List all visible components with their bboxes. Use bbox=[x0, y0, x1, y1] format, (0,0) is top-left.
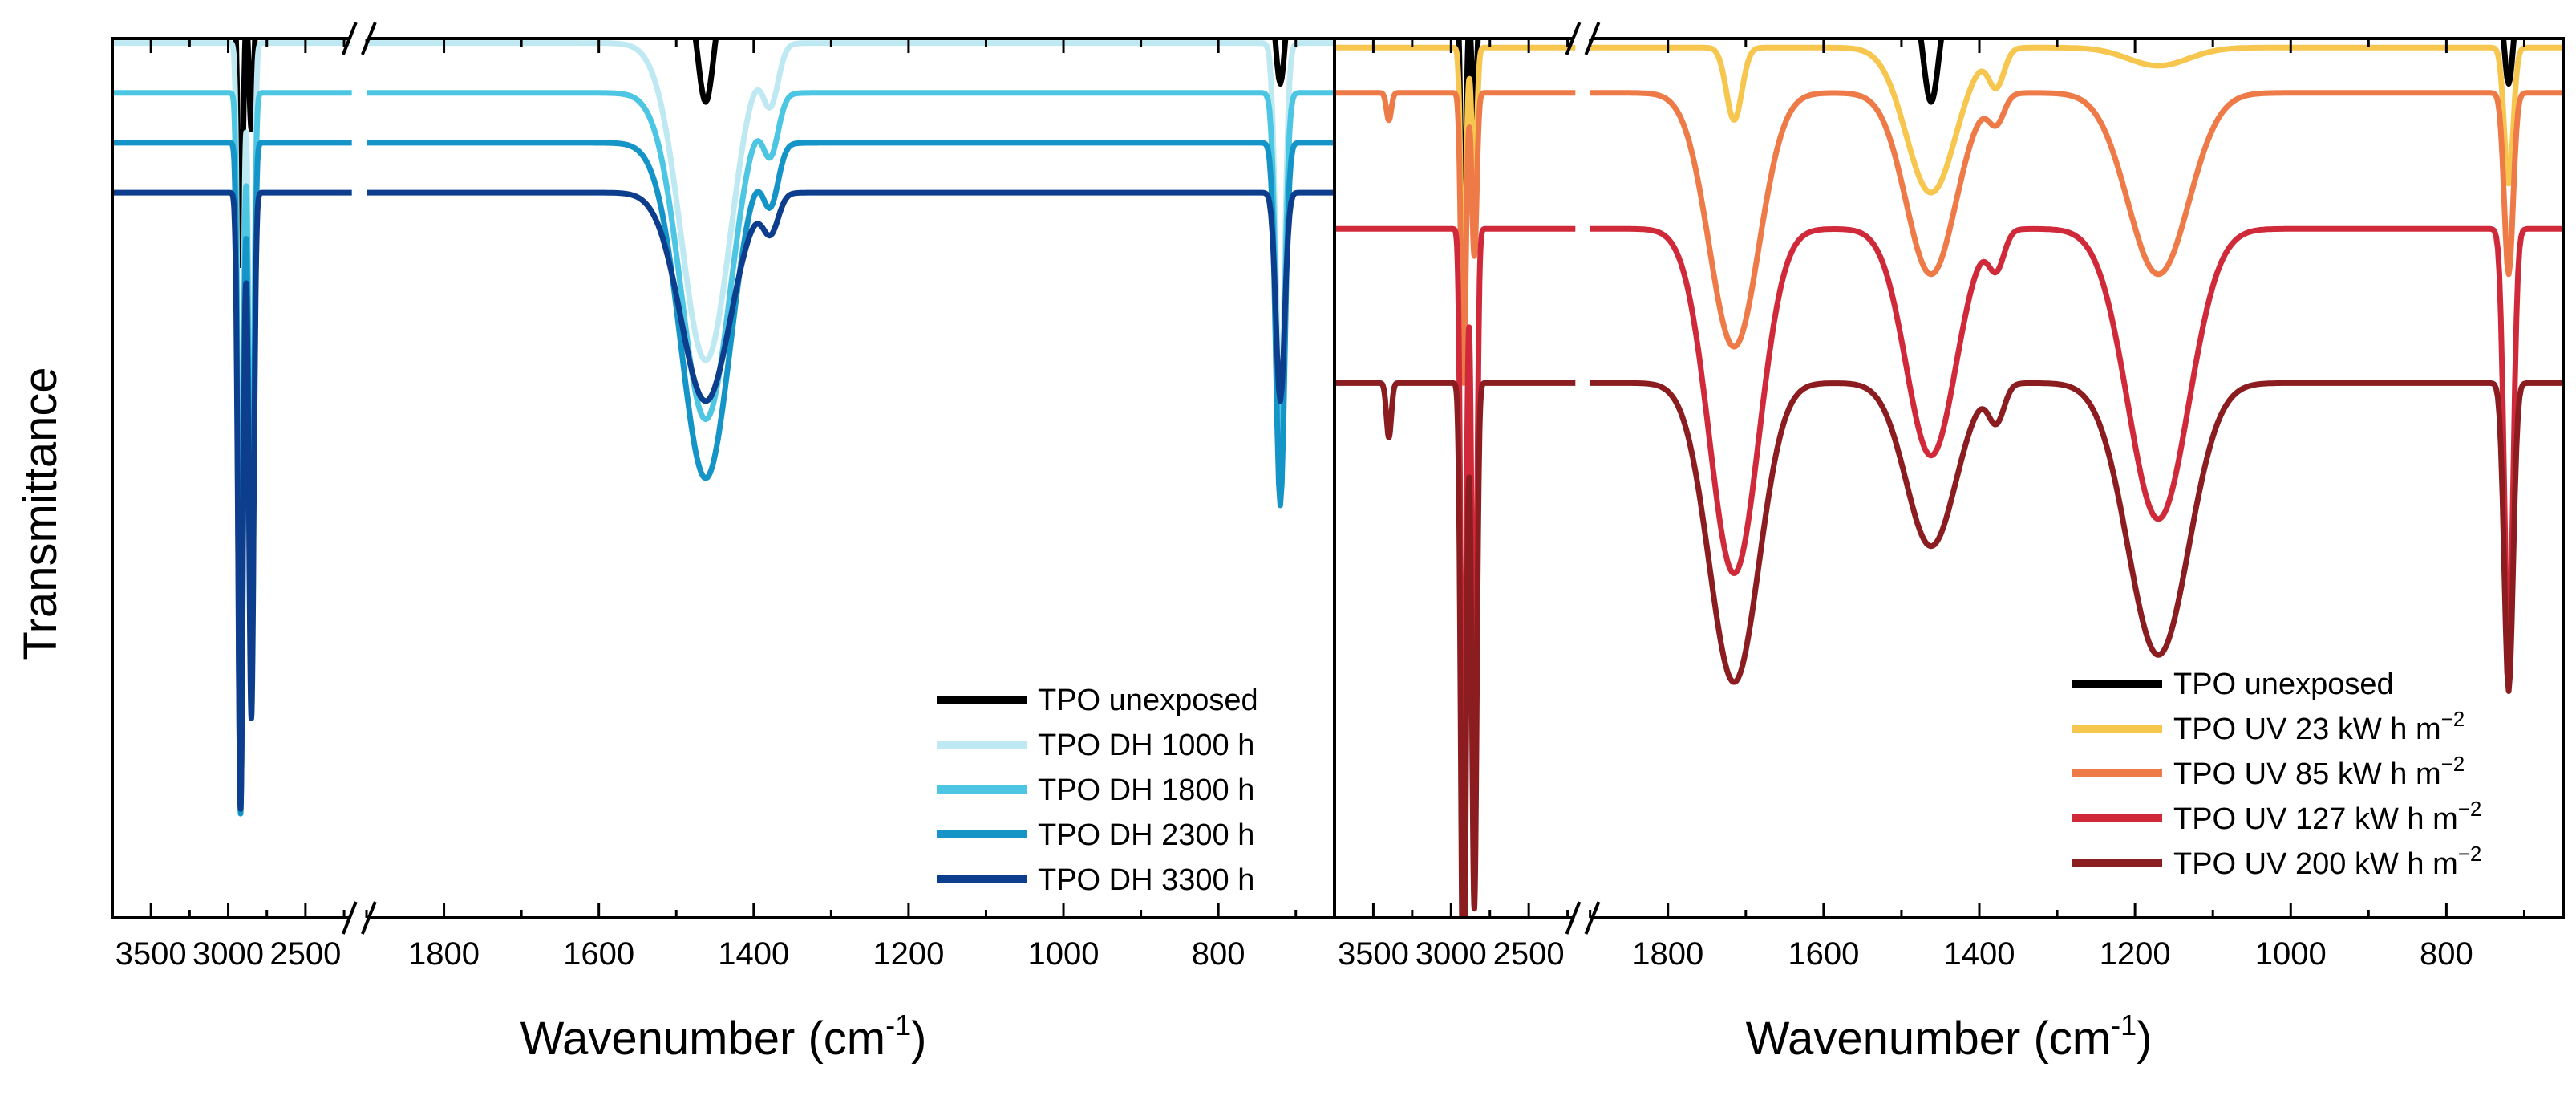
curves-left bbox=[112, 39, 1335, 817]
legend-entry: TPO UV 200 kW h m−2 bbox=[2173, 842, 2481, 881]
x-tick-label: 3500 bbox=[115, 936, 187, 972]
x-tick-label: 1800 bbox=[408, 936, 480, 972]
series-line-left-3-low bbox=[365, 140, 1335, 509]
x-tick-label: 1200 bbox=[2100, 936, 2171, 972]
axis-break-mark bbox=[341, 901, 358, 935]
x-tick-label: 1800 bbox=[1632, 936, 1703, 972]
series-line-left-3-high bbox=[112, 140, 354, 817]
series-line-left-2-high bbox=[112, 90, 354, 749]
panel-right: 3500 3000 2500 1800 1600 1400 1200 1000 800 Waven… bbox=[1333, 22, 2565, 1065]
x-tick-label: 800 bbox=[1192, 936, 1245, 972]
series-line-right-0-low bbox=[1918, 39, 2517, 105]
x-axis-label-sup: -1 bbox=[885, 1009, 911, 1041]
series-line-left-2-low bbox=[365, 90, 1335, 459]
x-axis-label-sup: -1 bbox=[2111, 1009, 2137, 1041]
x-tick-label: 1600 bbox=[563, 936, 634, 972]
x-tick-label: 3000 bbox=[1416, 936, 1487, 972]
series-line-right-1-high bbox=[1335, 44, 1578, 323]
legend-entry: TPO DH 2300 h bbox=[1038, 818, 1254, 852]
legend-entry: TPO DH 1000 h bbox=[1038, 729, 1254, 762]
legend-entry: TPO UV 127 kW h m−2 bbox=[2173, 797, 2481, 836]
plot-frame-right bbox=[1333, 37, 2565, 919]
x-axis-label-left: Wavenumber (cm-1) bbox=[520, 1009, 927, 1065]
x-axis-label-right: Wavenumber (cm-1) bbox=[1746, 1009, 2153, 1065]
series-line-left-4-high bbox=[112, 189, 354, 812]
x-tick-label: 800 bbox=[2420, 936, 2473, 972]
legend-left: TPO unexposed TPO DH 1000 h TPO DH 1800 h T… bbox=[937, 684, 1258, 897]
x-tick-label: 3000 bbox=[192, 936, 264, 972]
legend-entry: TPO UV 85 kW h m−2 bbox=[2173, 752, 2465, 791]
x-axis-label-close: ) bbox=[911, 1013, 926, 1065]
series-line-left-4-low bbox=[365, 189, 1335, 404]
series-line-right-1-low bbox=[1589, 44, 2563, 196]
legend-right: TPO unexposed TPO UV 23 kW h m−2 TPO UV 85… bbox=[2072, 668, 2481, 881]
series-line-right-2-high bbox=[1335, 90, 1578, 386]
series-line-right-2-low bbox=[1589, 90, 2563, 350]
axis-break-mark bbox=[360, 22, 377, 55]
x-tick-label: 1000 bbox=[2255, 936, 2327, 972]
panel-left: 3500 3000 2500 1800 1600 1400 1200 1000 800 Waven… bbox=[111, 22, 1336, 1065]
axis-break-mark bbox=[1584, 901, 1601, 935]
legend-entry: TPO unexposed bbox=[1038, 684, 1258, 717]
axis-break-mark bbox=[1584, 22, 1601, 55]
x-tick-label: 1400 bbox=[718, 936, 789, 972]
axis-break-mark bbox=[1565, 901, 1582, 935]
series-line-right-4-high bbox=[1335, 380, 1578, 918]
x-tick-label: 1000 bbox=[1028, 936, 1100, 972]
x-tick-label: 1400 bbox=[1944, 936, 2015, 972]
y-axis-label: Transmittance bbox=[14, 367, 67, 660]
x-axis-label-main: Wavenumber (cm bbox=[520, 1013, 886, 1065]
x-axis-label-close: ) bbox=[2137, 1013, 2152, 1065]
x-tick-label: 1200 bbox=[873, 936, 944, 972]
series-line-left-0-low bbox=[692, 39, 1289, 105]
axis-break-mark bbox=[341, 22, 358, 55]
x-tick-label: 1600 bbox=[1788, 936, 1859, 972]
legend-entry: TPO DH 1800 h bbox=[1038, 773, 1254, 807]
legend-entry: TPO unexposed bbox=[2173, 668, 2394, 701]
series-line-left-1-low bbox=[365, 40, 1335, 409]
x-tick-label: 2500 bbox=[1493, 936, 1565, 972]
legend-entry: TPO UV 23 kW h m−2 bbox=[2173, 707, 2465, 746]
x-tick-label: 3500 bbox=[1338, 936, 1409, 972]
series-line-right-3-low bbox=[1589, 225, 2563, 658]
x-tick-label: 2500 bbox=[269, 936, 341, 972]
axis-break-mark bbox=[360, 901, 377, 935]
series-line-right-3-high bbox=[1335, 225, 1578, 912]
axis-break-mark bbox=[1565, 22, 1582, 55]
series-line-right-4-low bbox=[1589, 380, 2563, 694]
curves-right bbox=[1335, 39, 2563, 918]
series-line-left-1-high bbox=[112, 40, 354, 681]
legend-entry: TPO DH 3300 h bbox=[1038, 863, 1254, 897]
x-axis-label-main: Wavenumber (cm bbox=[1746, 1013, 2112, 1065]
